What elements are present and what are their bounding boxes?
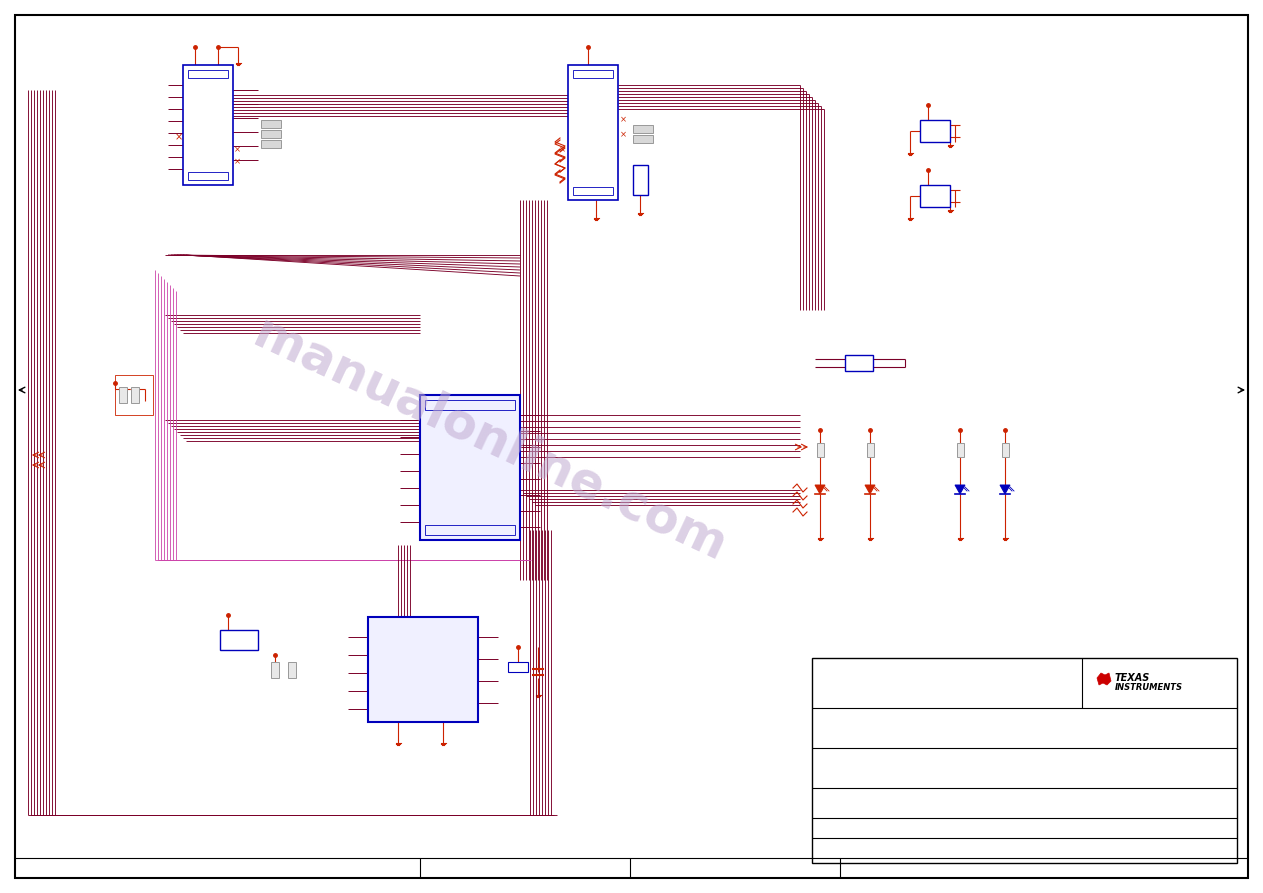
Bar — [508, 662, 528, 672]
Text: TEXAS: TEXAS — [1115, 673, 1151, 683]
Text: ×: × — [234, 146, 240, 154]
Bar — [956, 443, 964, 457]
Bar — [568, 65, 618, 200]
Polygon shape — [865, 485, 875, 494]
Bar — [115, 375, 153, 415]
Bar — [845, 355, 873, 371]
Bar — [573, 70, 613, 78]
Bar — [1002, 443, 1008, 457]
Bar — [261, 140, 280, 148]
Polygon shape — [1000, 485, 1010, 494]
Text: ×: × — [176, 132, 183, 142]
Bar — [426, 400, 515, 410]
Bar — [573, 187, 613, 195]
Bar — [368, 617, 477, 722]
Bar — [183, 65, 232, 185]
Bar — [633, 165, 648, 195]
Bar — [633, 125, 653, 133]
Bar — [919, 120, 950, 142]
Polygon shape — [955, 485, 965, 494]
Bar — [261, 130, 280, 138]
Bar — [812, 658, 1236, 863]
Bar — [919, 185, 950, 207]
Polygon shape — [1098, 673, 1111, 685]
Text: ×: × — [234, 157, 240, 166]
Bar — [272, 662, 279, 678]
Text: manualonline.com: manualonline.com — [245, 309, 735, 571]
Text: ×: × — [619, 115, 626, 124]
Bar — [220, 630, 258, 650]
Bar — [119, 387, 128, 403]
Bar — [288, 662, 296, 678]
Text: ×: × — [558, 146, 566, 154]
Bar — [261, 120, 280, 128]
Polygon shape — [815, 485, 825, 494]
Text: INSTRUMENTS: INSTRUMENTS — [1115, 682, 1183, 691]
Bar — [816, 443, 823, 457]
Bar — [131, 387, 139, 403]
Bar — [188, 70, 229, 78]
Bar — [633, 135, 653, 143]
Bar — [426, 525, 515, 535]
Text: ×: × — [619, 130, 626, 139]
Bar — [866, 443, 874, 457]
Bar — [188, 172, 229, 180]
Bar — [421, 395, 520, 540]
